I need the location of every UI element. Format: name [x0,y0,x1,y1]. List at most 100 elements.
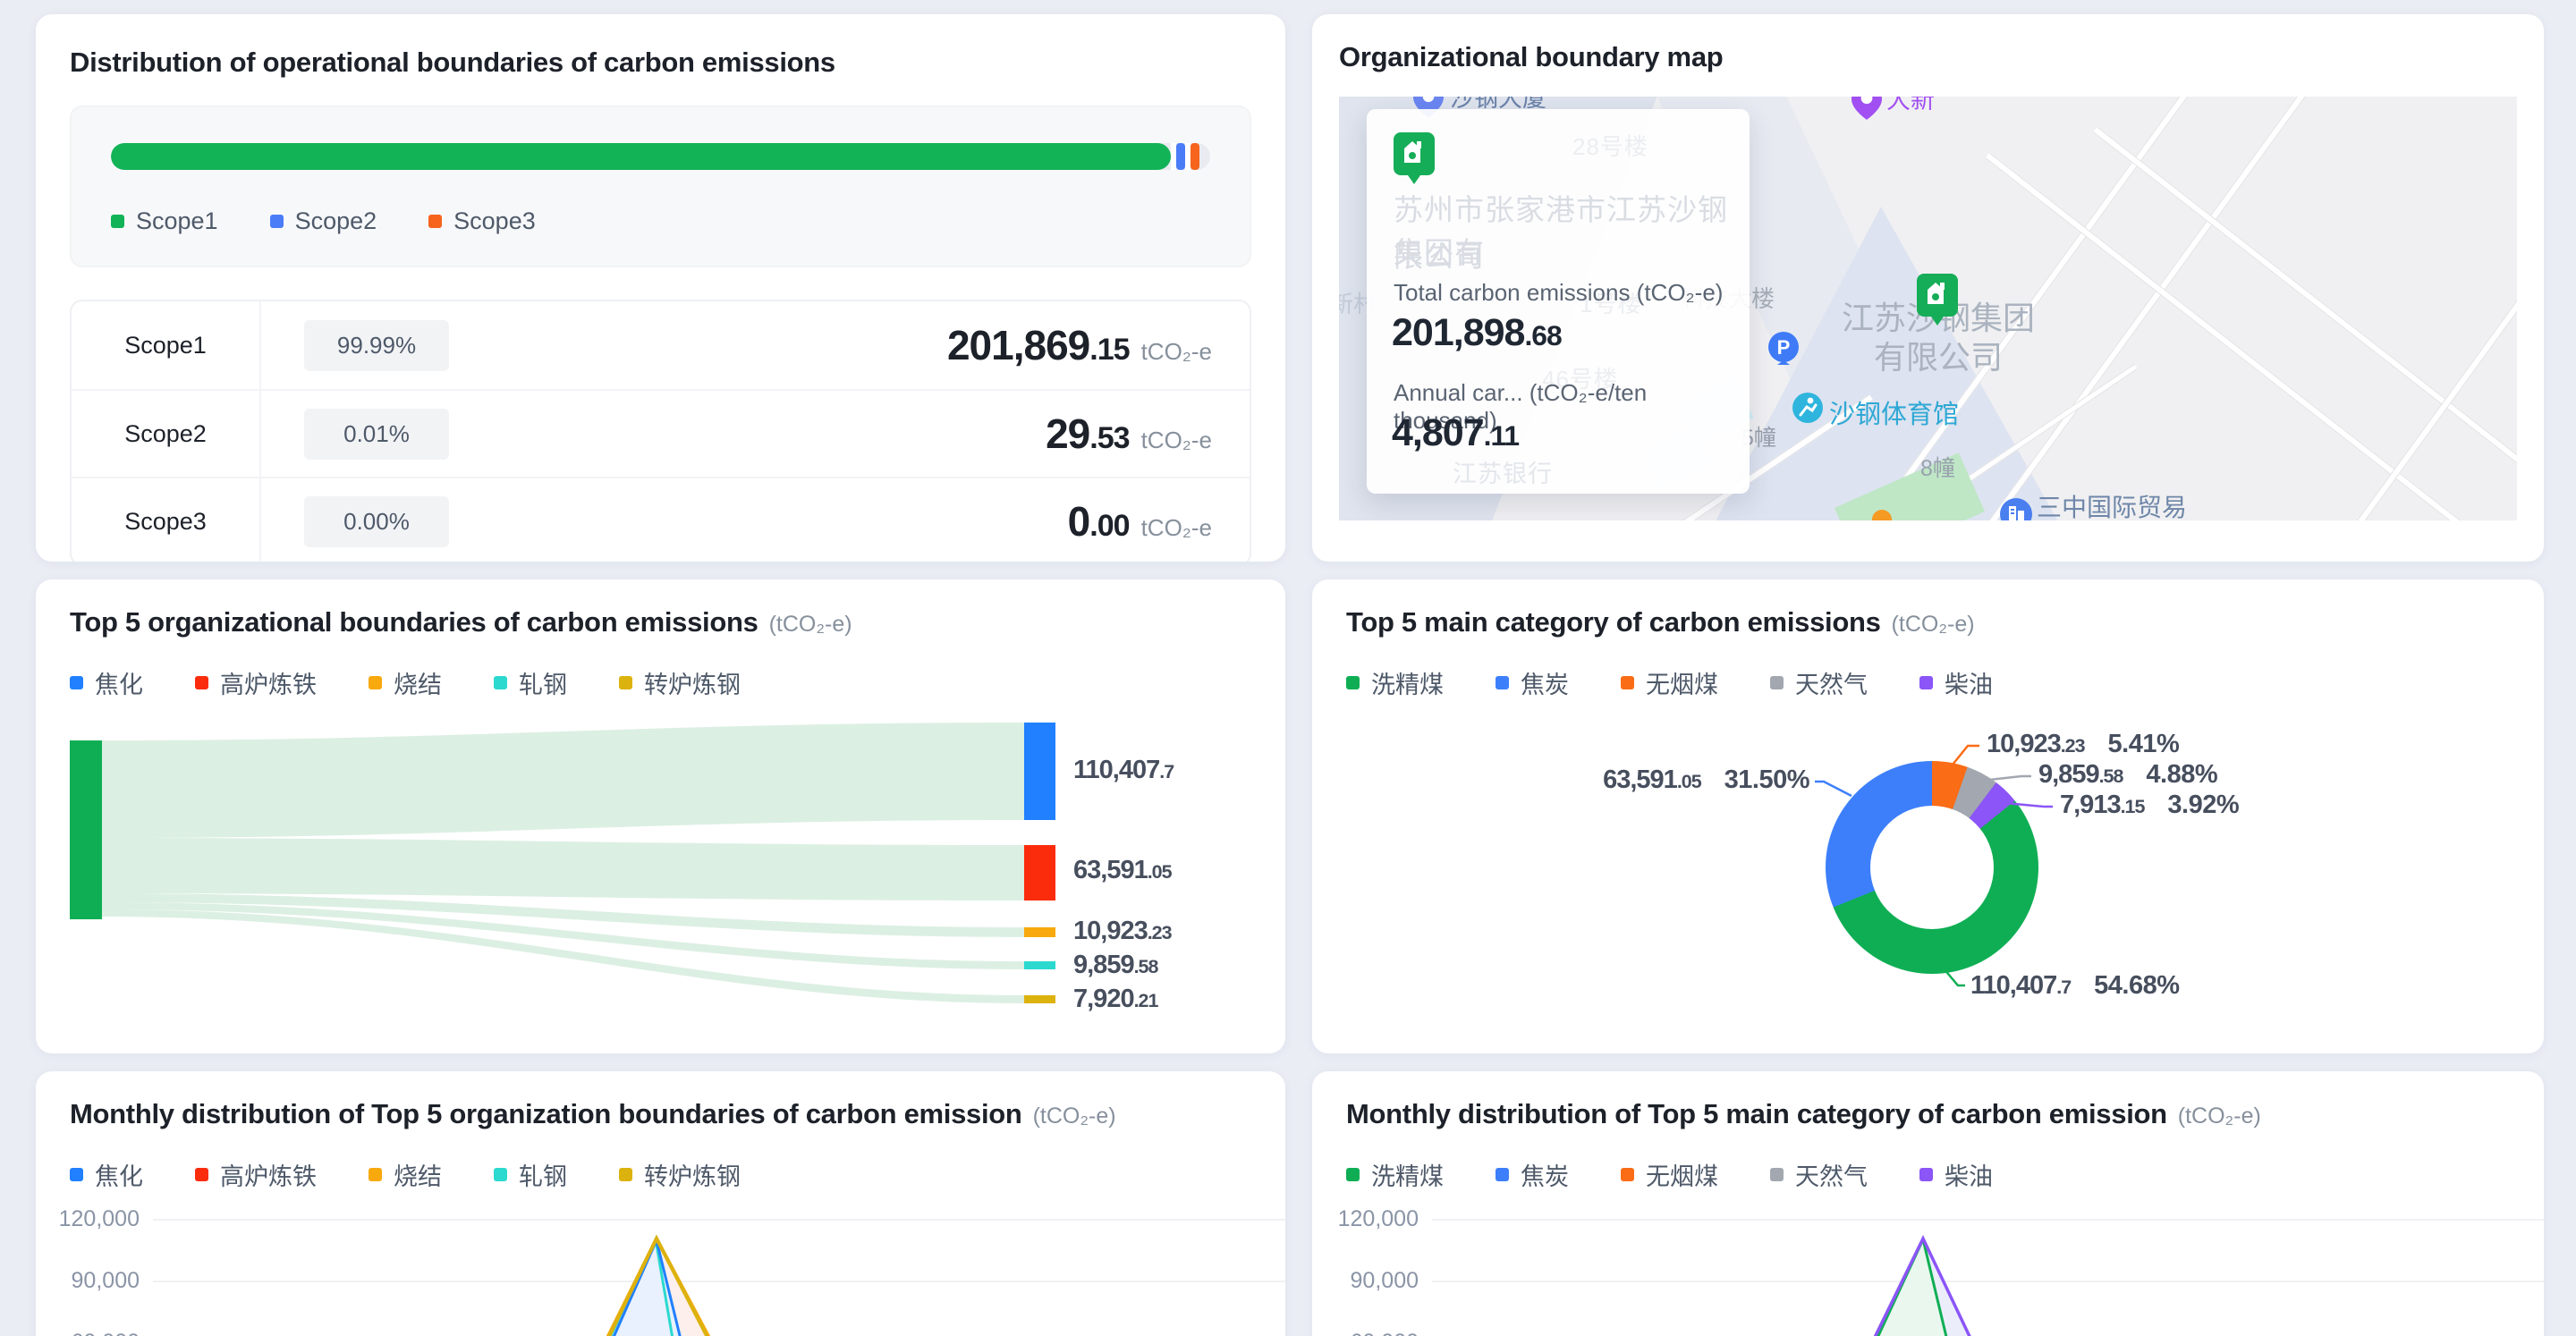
scope-value: 0.00 [1067,498,1131,545]
donut-card-title: Top 5 main category of carbon emissions [1346,606,1881,638]
legend-label: 天然气 [1795,1163,1868,1190]
scope-value-unit: tCO₂-e [1140,427,1212,453]
legend-label: 焦炭 [1521,672,1569,698]
sankey-node-jiaohua[interactable] [1024,723,1055,820]
y-axis-tick: 90,000 [71,1268,140,1293]
donut-callout: 10,923.23 5.41% [1987,730,2180,759]
top5-boundaries-card: Top 5 organizational boundaries of carbo… [36,579,1285,1053]
scope-distribution-card: Distribution of operational boundaries o… [36,14,1285,562]
legend-label: 转炉炼钢 [644,1163,741,1190]
series-line-chaiyou [1873,1234,1971,1336]
trade-building-icon[interactable] [1999,497,2033,520]
scope-value-unit: tCO₂-e [1140,514,1212,541]
faint-bank-label: 江苏银行 [1453,461,1553,487]
legend-item[interactable]: 无烟煤 [1621,665,1718,700]
y-axis-tick: 90,000 [1350,1268,1419,1293]
area-fill-green [1877,1239,1946,1336]
legend-item[interactable]: 洗精煤 [1346,1157,1444,1192]
parking-icon[interactable]: P [1767,331,1801,375]
legend-item[interactable]: 无烟煤 [1621,1157,1718,1192]
callout-percent: 4.88% [2146,760,2218,789]
legend-label: 高炉炼铁 [220,1163,317,1190]
legend-label: Scope1 [136,207,218,234]
scope-value: 29.53 [1046,410,1130,457]
sankey-chart[interactable]: 110,407.7 63,591.05 10,923.23 9,859.58 7… [70,720,1251,1042]
scope2-bar-segment [1175,143,1185,170]
legend-swatch [619,1168,632,1181]
legend-label: 无烟煤 [1646,672,1718,698]
sankey-flow [102,723,1024,838]
legend-item[interactable]: 烧结 [369,1157,442,1192]
callout-line [1815,780,1852,798]
legend-swatch [195,1168,208,1181]
sankey-flow [102,909,1024,1003]
map-card-title: Organizational boundary map [1339,41,1724,72]
map-label-company-line2: 有限公司 [1873,339,2003,376]
donut-card-unit: (tCO₂-e) [1891,612,1975,637]
sankey-node-shaojie[interactable] [1024,927,1055,937]
map-road [1985,152,2491,520]
legend-item[interactable]: 柴油 [1919,1157,1993,1192]
legend-item[interactable]: 洗精煤 [1346,665,1444,700]
map-label-building-8: 8幢 [1920,456,1955,481]
legend-label: 烧结 [394,672,442,698]
faint-map-label: 46号楼 [1542,366,1618,393]
callout-value: 10,923.23 [1987,730,2086,758]
legend-label: 烧结 [394,1163,442,1190]
sankey-node-zhuanlu[interactable] [1024,995,1055,1003]
legend-item[interactable]: 焦炭 [1496,1157,1569,1192]
sankey-flow [102,893,1024,937]
legend-item[interactable]: 转炉炼钢 [619,1157,741,1192]
monthly-right-title: Monthly distribution of Top 5 main categ… [1346,1098,2167,1129]
legend-label: Scope3 [453,207,536,234]
monthly-left-chart[interactable] [153,1205,1252,1336]
monthly-right-unit: (tCO₂-e) [2177,1103,2261,1129]
legend-item[interactable]: 柴油 [1919,665,1993,700]
gridline-120000 [1432,1219,2544,1221]
scope-table: Scope1 99.99% 201,869.15 tCO₂-e Scope2 0… [70,300,1251,562]
map-pin-purple-icon[interactable] [1852,97,1882,124]
legend-item[interactable]: 轧钢 [494,1157,567,1192]
stadium-icon[interactable] [1792,392,1824,428]
monthly-boundaries-card: Monthly distribution of Top 5 organizati… [36,1071,1285,1336]
legend-item[interactable]: 轧钢 [494,665,567,700]
legend-swatch [619,676,632,689]
legend-item[interactable]: 天然气 [1770,665,1868,700]
bar-gap [1184,143,1191,170]
legend-item[interactable]: 烧结 [369,665,442,700]
legend-item[interactable]: 焦炭 [1496,665,1569,700]
bar-gap [1170,143,1176,170]
sankey-node-zhagang[interactable] [1024,961,1055,969]
scope-percent-badge: 99.99% [304,319,449,371]
legend-item-scope3[interactable]: Scope3 [428,207,536,235]
sankey-source-node[interactable] [70,740,102,919]
legend-label: 焦化 [95,672,143,698]
legend-item-scope1[interactable]: Scope1 [111,207,218,235]
legend-item-scope2[interactable]: Scope2 [269,207,377,235]
legend-item[interactable]: 焦化 [70,1157,143,1192]
donut-chart[interactable] [1826,761,2038,974]
legend-swatch [70,676,83,689]
legend-item[interactable]: 高炉炼铁 [195,665,317,700]
legend-swatch [1770,676,1784,689]
map-pin-building-icon[interactable] [1413,97,1444,123]
legend-label: 柴油 [1945,1163,1993,1190]
legend-item[interactable]: 天然气 [1770,1157,1868,1192]
y-axis-tick: 120,000 [1337,1206,1419,1231]
monthly-right-chart[interactable] [1432,1205,2531,1336]
sankey-value-label: 10,923.23 [1073,917,1173,945]
y-axis-tick: 60,000 [1329,1330,1419,1336]
donut-callout: 110,407.7 54.68% [1970,971,2180,1001]
legend-item[interactable]: 转炉炼钢 [619,665,741,700]
callout-percent: 3.92% [2167,791,2240,819]
sankey-legend: 焦化 高炉炼铁 烧结 轧钢 转炉炼钢 [70,665,1251,700]
monthly-categories-card: Monthly distribution of Top 5 main categ… [1312,1071,2544,1336]
legend-item[interactable]: 高炉炼铁 [195,1157,317,1192]
map-canvas[interactable]: 沙钢大厦 大新 新村 科技大楼 江苏沙钢集团 有限公司 P [1339,97,2517,520]
factory-marker-icon[interactable] [1917,274,1958,330]
tooltip-metric1-value: 201,898.68 [1392,311,1563,354]
table-row: Scope1 99.99% 201,869.15 tCO₂-e [72,301,1250,389]
map-tooltip: 28号楼 苏州市张家港市江苏沙钢集团有 限公司 1号楼 Total carbon… [1367,109,1750,494]
sankey-node-gaolu[interactable] [1024,845,1055,901]
legend-item[interactable]: 焦化 [70,665,143,700]
